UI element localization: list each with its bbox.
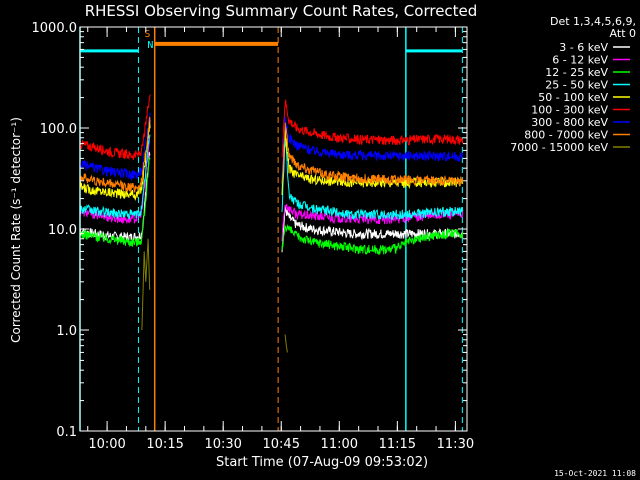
series-line-3	[281, 133, 464, 221]
series-line-3	[79, 134, 151, 220]
legend-entry-label: 3 - 6 keV	[559, 41, 608, 54]
y-axis-label: Corrected Count Rate (s⁻¹ detector⁻¹)	[9, 117, 23, 343]
series-line-8	[141, 238, 151, 331]
y-tick-label: 10.0	[48, 223, 77, 238]
legend-entry-label: 800 - 7000 keV	[524, 129, 608, 142]
series-line-6	[79, 112, 151, 181]
legend-entry-label: 100 - 300 keV	[531, 104, 608, 117]
legend-entry-label: 6 - 12 keV	[552, 54, 608, 67]
y-tick-label: 1.0	[56, 324, 77, 339]
x-tick-label: 10:00	[88, 437, 125, 452]
y-tick-label: 0.1	[56, 425, 77, 440]
legend-header: Att 0	[610, 27, 636, 40]
legend-entry-label: 50 - 100 keV	[538, 91, 608, 104]
axes-layer: 0.1 1.0 10.0 100.0 1000.0 10:00 10:15 10:30 10:4…	[32, 21, 475, 452]
x-tick-label: 11:15	[379, 437, 416, 452]
x-tick-label: 11:30	[437, 437, 474, 452]
legend-entry-label: 300 - 800 keV	[531, 116, 608, 129]
series-line-2	[281, 223, 464, 256]
series-line-6	[281, 116, 464, 179]
y-tick-label: 1000.0	[32, 21, 78, 36]
footer-date: 15-Oct-2021 11:08	[554, 469, 636, 478]
marker-s: S	[144, 29, 150, 40]
series-line-7	[281, 122, 464, 187]
legend-entry-label: 7000 - 15000 keV	[510, 141, 608, 154]
legend-entry-label: 12 - 25 keV	[545, 66, 608, 79]
x-tick-label: 10:45	[263, 437, 300, 452]
series-line-5	[79, 94, 151, 160]
x-tick-label: 10:30	[204, 437, 241, 452]
series-line-2	[79, 157, 151, 248]
marker-n: N	[147, 40, 153, 51]
chart-title: RHESSI Observing Summary Count Rates, Co…	[85, 2, 478, 20]
legend-header: Det 1,3,4,5,6,9,	[550, 15, 636, 28]
y-tick-label: 100.0	[40, 122, 77, 137]
x-tick-label: 11:00	[321, 437, 358, 452]
series-line-5	[281, 99, 464, 157]
series-line-8	[284, 334, 288, 353]
x-axis-label: Start Time (07-Aug-09 09:53:02)	[216, 455, 428, 470]
series-line-4	[79, 121, 151, 201]
series-layer	[79, 94, 464, 353]
series-line-7	[79, 116, 151, 193]
x-tick-label: 10:15	[146, 437, 183, 452]
legend-entry-label: 25 - 50 keV	[545, 79, 608, 92]
